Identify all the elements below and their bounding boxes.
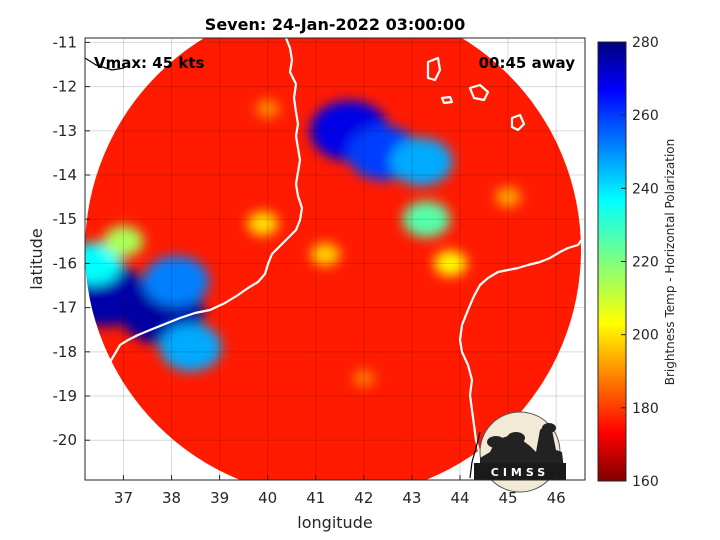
colorbar-tick-label: 240: [632, 181, 659, 197]
y-axis-label: latitude: [27, 228, 46, 289]
logo-dish-2: [507, 432, 525, 444]
tb-feature-2: [390, 137, 453, 186]
logo-water-tower: [542, 423, 556, 433]
colorbar-tick-label: 280: [632, 35, 659, 51]
x-tick-label: 45: [499, 489, 518, 507]
tb-feature-10: [310, 243, 340, 266]
coastline-island-4: [440, 95, 454, 105]
tb-feature-11: [247, 211, 279, 236]
x-axis: 37 38 39 40 41 42 43 44 45 46: [114, 475, 566, 507]
logo-dish-1: [487, 436, 505, 448]
logo-text-band: [474, 463, 566, 480]
x-tick-label: 42: [354, 489, 373, 507]
colorbar-tick-label: 180: [632, 401, 659, 417]
colorbar-ticks: 280 260 240 220 200 180 160: [621, 35, 659, 490]
vmax-annotation: Vmax: 45 kts: [94, 54, 204, 72]
x-tick-label: 44: [450, 489, 469, 507]
colorbar-tick-label: 160: [632, 474, 659, 490]
y-axis: -11 -12 -13 -14 -15 -16 -17 -18 -19 -20: [53, 33, 90, 449]
tb-feature-14: [495, 187, 521, 207]
logo-text: CIMSS: [491, 466, 549, 479]
x-tick-label: 43: [402, 489, 421, 507]
tb-feature-7: [159, 323, 222, 372]
x-tick-label: 38: [162, 489, 181, 507]
tb-feature-8: [103, 225, 144, 257]
y-tick-label: -14: [53, 166, 78, 184]
tb-feature-9: [434, 250, 467, 277]
tb-feature-12: [402, 201, 451, 238]
swath-features: [85, 99, 521, 387]
time-away-annotation: 00:45 away: [479, 54, 576, 72]
colorbar-label: Brightness Temp - Horizontal Polarizatio…: [663, 139, 677, 386]
x-axis-label: longitude: [297, 513, 372, 532]
colorbar-tick-label: 260: [632, 108, 659, 124]
y-tick-label: -16: [53, 254, 78, 272]
x-tick-label: 39: [210, 489, 229, 507]
y-tick-label: -12: [53, 78, 78, 96]
colorbar-tick-label: 220: [632, 255, 659, 271]
y-tick-label: -17: [53, 299, 78, 317]
tb-feature-13: [256, 99, 280, 118]
tb-feature-6: [143, 255, 210, 307]
x-tick-label: 41: [306, 489, 325, 507]
coastline-island-3: [510, 113, 526, 132]
coastline: [85, 38, 585, 480]
y-tick-label: -11: [53, 33, 78, 51]
y-tick-label: -13: [53, 122, 78, 140]
x-tick-label: 46: [547, 489, 566, 507]
coastline-island-2: [468, 83, 490, 102]
coastline-africa: [85, 38, 304, 393]
coastline-madagascar: [458, 234, 585, 480]
tb-feature-15: [352, 369, 375, 387]
coastline-africa-outside: [84, 57, 125, 71]
y-tick-label: -18: [53, 343, 78, 361]
axes-box: [84, 37, 586, 481]
tb-feature-5: [85, 242, 122, 285]
coastline-madagascar-outside: [469, 431, 481, 479]
y-tick-label: -19: [53, 387, 78, 405]
y-tick-label: -15: [53, 210, 78, 228]
cimss-logo: CIMSS: [474, 411, 566, 493]
grid: [85, 38, 585, 480]
swath: [85, 38, 581, 480]
chart-title: Seven: 24-Jan-2022 03:00:00: [205, 15, 465, 34]
x-tick-label: 37: [114, 489, 133, 507]
y-tick-label: -20: [53, 431, 78, 449]
colorbar-tick-label: 200: [632, 328, 659, 344]
coastline-island-1: [426, 56, 442, 82]
x-tick-label: 40: [258, 489, 277, 507]
